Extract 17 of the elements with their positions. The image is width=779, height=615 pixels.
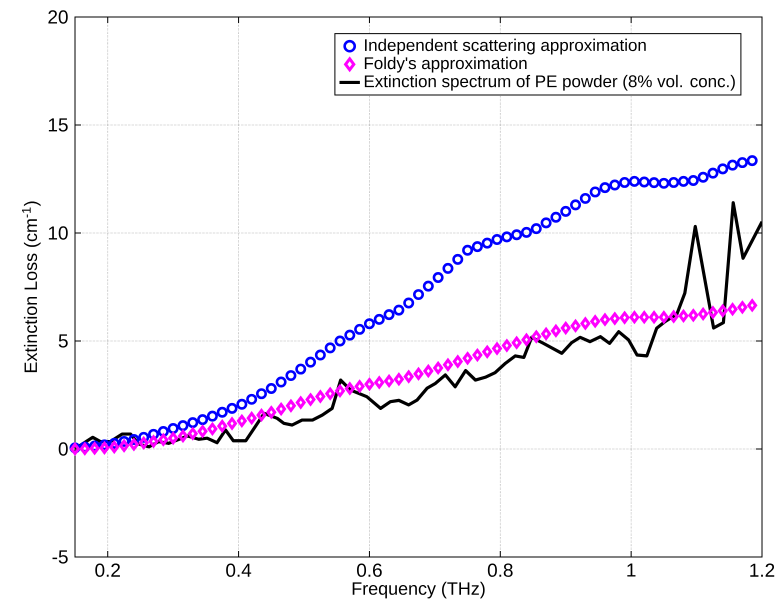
y-tick-label: 20 [48, 10, 68, 24]
x-axis-title: Frequency (THz) [352, 582, 485, 598]
x-tick-label: 0.2 [95, 563, 120, 577]
legend-label: Extinction spectrum of PE powder (8% vol. conc.) [364, 74, 735, 91]
x-tick-label: 1 [627, 564, 636, 577]
y-tick-label: 5 [58, 334, 68, 348]
x-tick-label: 1.2 [750, 563, 774, 577]
y-tick-label: 0 [58, 442, 68, 456]
y-axis-title: Extinction Loss (cm$^{-1}$) [22, 202, 41, 372]
y-tick-label: 10 [48, 226, 68, 240]
x-tick-label: 0.6 [357, 563, 382, 577]
y-tick-label: 15 [48, 118, 68, 132]
y-tick-label: -5 [52, 550, 68, 564]
x-tick-label: 0.4 [226, 563, 252, 577]
x-tick-label: 0.8 [488, 563, 513, 577]
legend-label: Foldy's approximation [364, 56, 527, 73]
legend-label: Independent scattering approximation [365, 38, 646, 54]
